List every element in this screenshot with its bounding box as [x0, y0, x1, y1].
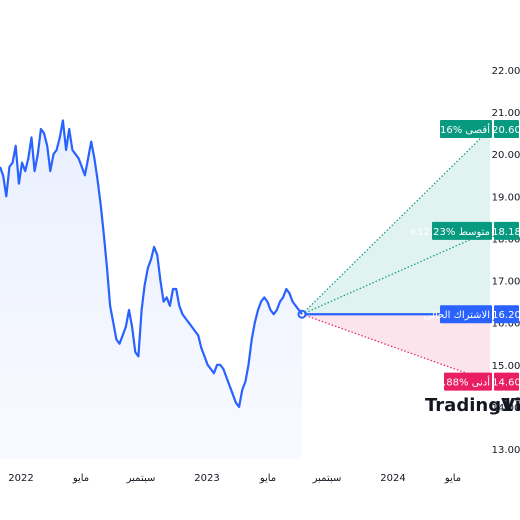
forecast-tag-high-value: 20.60	[492, 125, 520, 136]
x-tick-label: مايو	[259, 473, 276, 484]
forecast-tag-average-label-box	[432, 221, 492, 240]
y-tick-label: 14.00	[492, 403, 520, 414]
y-tick-label: 13.00	[492, 445, 520, 456]
x-tick-label: 2024	[380, 473, 405, 484]
x-tick-label: 2022	[8, 473, 33, 484]
forecast-tag-average-label: +12.23% متوسط	[409, 227, 490, 238]
forecast-tag-current-value: 16.20	[492, 310, 520, 321]
forecast-tag-low-value: 14.60	[492, 378, 520, 389]
forecast-downside-area	[302, 314, 490, 382]
x-tick-label: سبتمبر	[312, 473, 342, 484]
forecast-tag-low-label-box	[444, 372, 492, 391]
tradingview-logo[interactable]: TradingView 17	[425, 395, 520, 416]
y-tick-label: 18.00	[492, 234, 520, 245]
y-tick-label: 17.00	[492, 277, 520, 288]
price-line	[0, 119, 303, 408]
forecast-tag-low-label: −9.88% أدنى	[428, 376, 490, 389]
x-tick-label: سبتمبر	[126, 473, 156, 484]
forecast-tag-high-label: +27.16% أقصى	[416, 123, 490, 136]
forecast-tag-current: الاشتراك الحالي 16.20	[424, 305, 520, 324]
forecast-tag-average: +12.23% متوسط 18.18	[409, 221, 520, 240]
forecast-average-line	[301, 230, 491, 315]
price-area	[0, 120, 302, 459]
forecast-tag-current-label: الاشتراك الحالي	[424, 310, 490, 321]
x-tick-label: مايو	[444, 473, 461, 484]
forecast-tag-low-value-box	[494, 372, 519, 391]
forecast-tag-average-value: 18.18	[492, 227, 520, 238]
forecast-tag-high-value-box	[494, 119, 519, 138]
y-tick-label: 21.00	[492, 108, 520, 119]
forecast-upside-area	[302, 128, 490, 315]
y-tick-label: 22.00	[492, 66, 520, 77]
tradingview-logo-mark: 17	[501, 395, 520, 416]
forecast-tag-high: +27.16% أقصى 20.60	[416, 119, 520, 138]
forecast-tag-high-label-box	[440, 119, 492, 138]
x-tick-label: مايو	[72, 473, 89, 484]
forecast-tag-average-value-box	[494, 221, 519, 240]
y-tick-label: 19.00	[492, 192, 520, 203]
y-tick-label: 15.00	[492, 361, 520, 372]
forecast-tag-low: −9.88% أدنى 14.60	[428, 372, 520, 391]
y-tick-label: 20.00	[492, 150, 520, 161]
x-tick-label: 2023	[194, 473, 219, 484]
forecast-tag-current-label-box	[440, 305, 492, 324]
y-tick-label: 16.00	[492, 319, 520, 330]
forecast-tag-current-value-box	[494, 305, 519, 324]
tradingview-logo-text: TradingView	[425, 395, 520, 416]
